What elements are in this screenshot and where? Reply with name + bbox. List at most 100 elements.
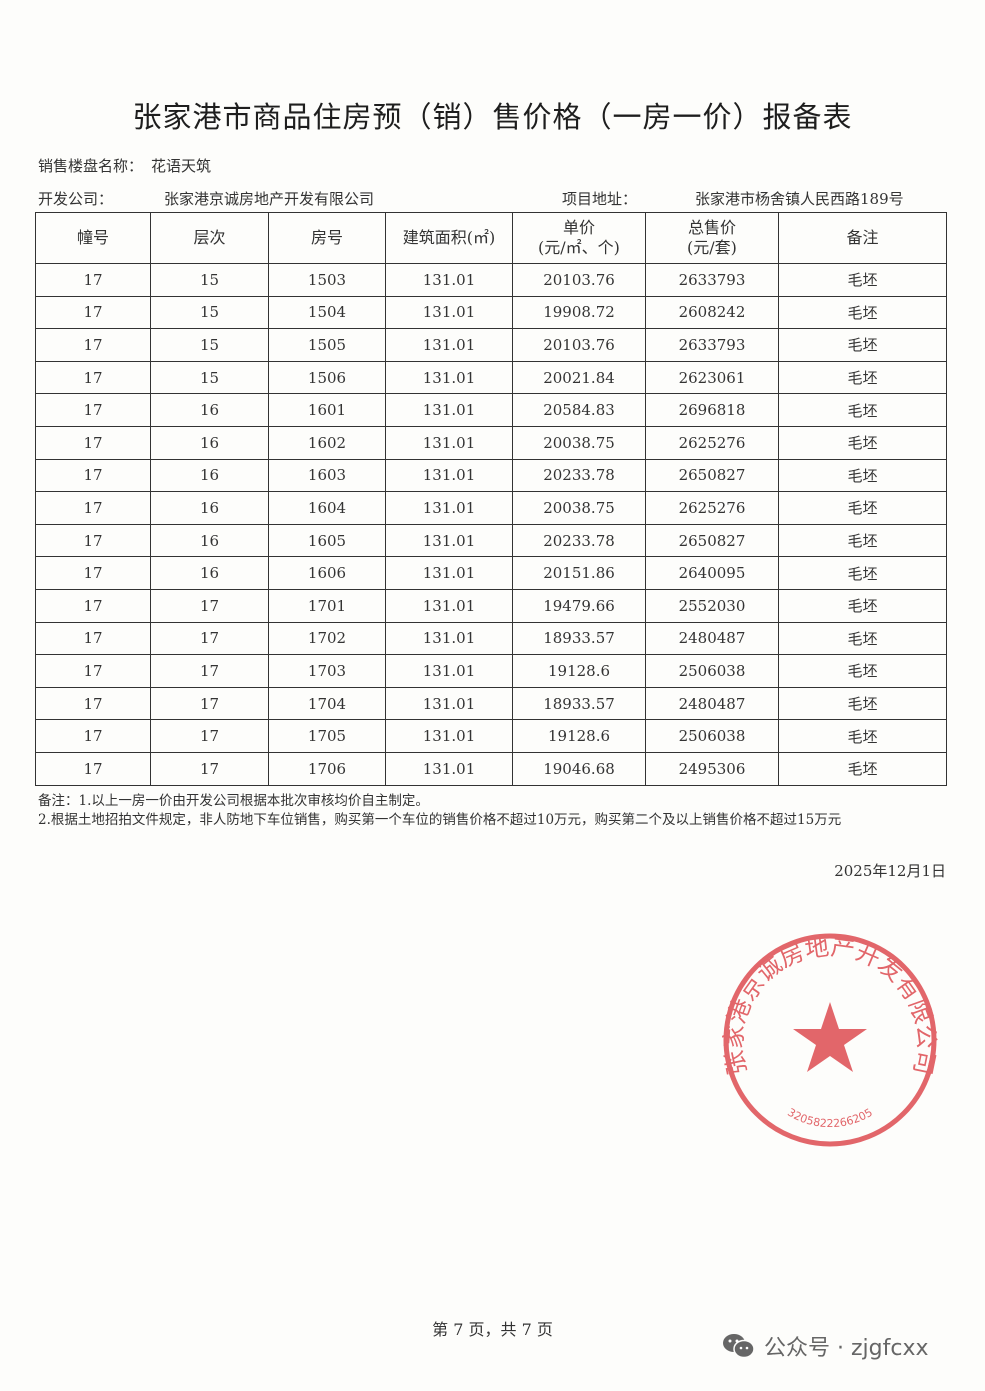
table-cell: 1601 <box>268 393 386 427</box>
table-row: 17 17 1702 131.01 18933.57 2480487 毛坯 <box>35 621 947 656</box>
page-footer: 第 7 页，共 7 页 <box>432 1320 553 1339</box>
table-cell: 17 <box>35 751 151 786</box>
wechat-icon <box>723 1334 755 1359</box>
table-cell: 2650827 <box>645 458 779 493</box>
table-cell: 20584.83 <box>512 393 646 427</box>
table-cell: 2506038 <box>645 654 779 688</box>
table-cell: 131.01 <box>385 295 513 330</box>
table-row: 17 16 1603 131.01 20233.78 2650827 毛坯 <box>35 458 947 493</box>
table-cell: 2623061 <box>645 360 779 395</box>
project-name-row: 销售楼盘名称： 花语天筑 <box>38 155 211 176</box>
table-cell: 16 <box>150 458 269 493</box>
table-cell: 1602 <box>268 425 386 460</box>
address-label: 项目地址： <box>562 190 638 208</box>
table-cell: 20151.86 <box>512 556 646 590</box>
note-1: 备注：1.以上一房一价由开发公司根据本批次审核均价自主制定。 <box>38 792 429 809</box>
table-cell: 17 <box>35 621 151 656</box>
table-cell: 18933.57 <box>512 686 646 721</box>
table-cell: 2480487 <box>645 686 779 721</box>
developer-name: 张家港京诚房地产开发有限公司 <box>164 190 375 208</box>
table-cell: 20103.76 <box>512 263 646 297</box>
table-row: 17 16 1601 131.01 20584.83 2696818 毛坯 <box>35 393 947 427</box>
table-row: 17 17 1704 131.01 18933.57 2480487 毛坯 <box>35 686 947 721</box>
table-cell: 毛坯 <box>778 654 947 688</box>
table-cell: 19479.66 <box>512 588 646 623</box>
table-cell: 131.01 <box>385 263 513 297</box>
table-cell: 15 <box>150 328 269 362</box>
table-cell: 131.01 <box>385 556 513 590</box>
table-row: 17 15 1503 131.01 20103.76 2633793 毛坯 <box>35 263 947 297</box>
table-cell: 17 <box>35 458 151 493</box>
table-cell: 20021.84 <box>512 360 646 395</box>
table-cell: 1706 <box>268 751 386 786</box>
company-seal: 张家港京诚房地产开发有限公司 3205822266205 <box>720 933 940 1147</box>
watermark-label: 公众号 · zjgfcxx <box>764 1336 929 1361</box>
table-cell: 19046.68 <box>512 751 646 786</box>
table-row: 17 15 1505 131.01 20103.76 2633793 毛坯 <box>35 328 947 362</box>
column-header: 层次 <box>150 212 269 264</box>
table-row: 17 17 1706 131.01 19046.68 2495306 毛坯 <box>35 751 947 786</box>
column-header: 幢号 <box>35 212 151 264</box>
table-cell: 1703 <box>268 654 386 688</box>
table-row: 17 17 1705 131.01 19128.6 2506038 毛坯 <box>35 719 947 753</box>
table-row: 17 15 1506 131.01 20021.84 2623061 毛坯 <box>35 360 947 395</box>
table-cell: 1702 <box>268 621 386 656</box>
table-row: 17 17 1701 131.01 19479.66 2552030 毛坯 <box>35 588 947 623</box>
price-table: 幢号 层次 房号 建筑面积(㎡) 单价 (元/㎡、个) 总售价 (元/套) 备注 17 15 1… <box>35 212 947 786</box>
table-cell: 131.01 <box>385 751 513 786</box>
address-row: 项目地址： 张家港市杨舍镇人民西路189号 <box>562 188 904 209</box>
table-cell: 毛坯 <box>778 425 947 460</box>
project-label: 销售楼盘名称： <box>38 157 144 175</box>
table-cell: 17 <box>150 654 269 688</box>
table-cell: 131.01 <box>385 719 513 753</box>
table-cell: 1704 <box>268 686 386 721</box>
table-cell: 15 <box>150 360 269 395</box>
table-cell: 16 <box>150 393 269 427</box>
table-header-row: 幢号 层次 房号 建筑面积(㎡) 单价 (元/㎡、个) 总售价 (元/套) 备注 <box>35 212 947 264</box>
table-cell: 17 <box>35 295 151 330</box>
table-row: 17 16 1602 131.01 20038.75 2625276 毛坯 <box>35 425 947 460</box>
table-cell: 17 <box>35 556 151 590</box>
table-cell: 17 <box>150 588 269 623</box>
table-cell: 131.01 <box>385 458 513 493</box>
table-cell: 1503 <box>268 263 386 297</box>
table-cell: 毛坯 <box>778 686 947 721</box>
seal-text: 张家港京诚房地产开发有限公司 <box>720 933 940 1078</box>
table-cell: 2625276 <box>645 491 779 525</box>
table-row: 17 16 1605 131.01 20233.78 2650827 毛坯 <box>35 523 947 558</box>
table-cell: 1604 <box>268 491 386 525</box>
table-cell: 131.01 <box>385 588 513 623</box>
table-cell: 20038.75 <box>512 425 646 460</box>
table-cell: 2640095 <box>645 556 779 590</box>
table-cell: 15 <box>150 263 269 297</box>
table-cell: 131.01 <box>385 393 513 427</box>
table-cell: 19908.72 <box>512 295 646 330</box>
table-cell: 2650827 <box>645 523 779 558</box>
date: 2025年12月1日 <box>834 861 946 880</box>
table-cell: 1605 <box>268 523 386 558</box>
table-cell: 毛坯 <box>778 588 947 623</box>
column-header: 备注 <box>778 212 947 264</box>
table-cell: 19128.6 <box>512 654 646 688</box>
column-header: 建筑面积(㎡) <box>385 212 513 264</box>
table-cell: 20233.78 <box>512 523 646 558</box>
table-cell: 毛坯 <box>778 491 947 525</box>
table-cell: 17 <box>150 751 269 786</box>
table-cell: 17 <box>150 719 269 753</box>
note-2: 2.根据土地招拍文件规定，非人防地下车位销售，购买第一个车位的销售价格不超过10… <box>38 811 842 828</box>
table-cell: 1606 <box>268 556 386 590</box>
table-cell: 131.01 <box>385 686 513 721</box>
table-cell: 131.01 <box>385 491 513 525</box>
table-cell: 19128.6 <box>512 719 646 753</box>
table-cell: 17 <box>35 263 151 297</box>
column-header: 总售价 (元/套) <box>645 212 779 264</box>
table-cell: 1505 <box>268 328 386 362</box>
table-cell: 2506038 <box>645 719 779 753</box>
table-cell: 1701 <box>268 588 386 623</box>
project-name: 花语天筑 <box>151 157 212 175</box>
table-cell: 毛坯 <box>778 263 947 297</box>
table-cell: 17 <box>150 686 269 721</box>
table-cell: 2608242 <box>645 295 779 330</box>
table-cell: 毛坯 <box>778 393 947 427</box>
table-cell: 131.01 <box>385 360 513 395</box>
